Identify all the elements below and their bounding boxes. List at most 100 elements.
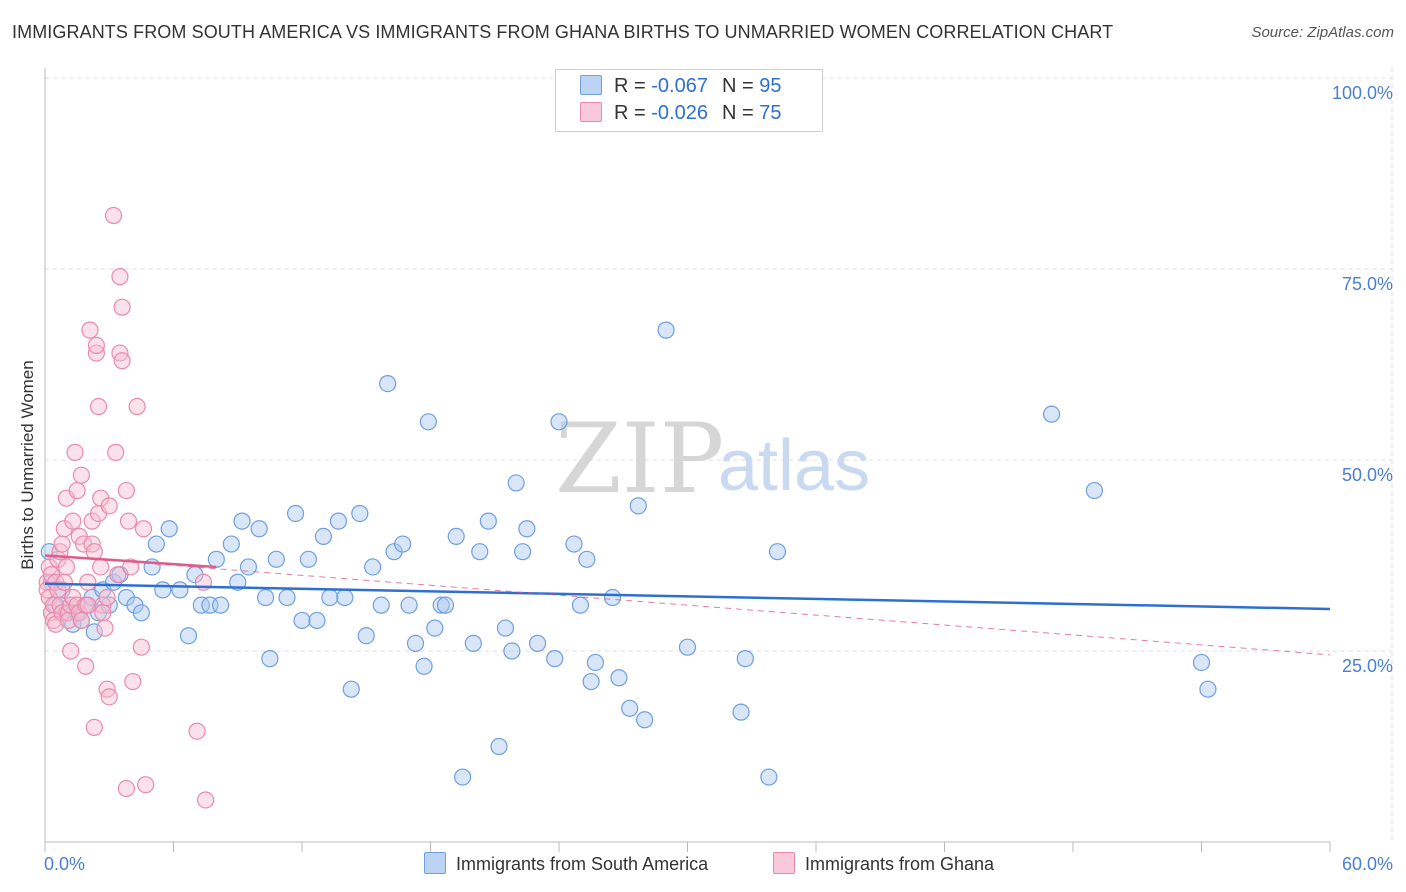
data-point-south-america: [436, 596, 455, 614]
data-point-ghana: [124, 672, 142, 691]
data-point-south-america: [293, 611, 311, 630]
data-point-ghana: [79, 573, 97, 591]
data-point-ghana: [117, 779, 135, 798]
y-axis-label: Births to Unmarried Women: [18, 360, 37, 569]
data-point-south-america: [132, 604, 150, 622]
legend-n-value: 95: [759, 75, 782, 97]
legend-r-label: R =: [614, 102, 646, 124]
data-point-south-america: [394, 535, 412, 553]
data-point-south-america: [768, 543, 787, 561]
data-point-ghana: [122, 558, 140, 576]
tick-labels: 25.0% 50.0% 75.0% 100.0% 0.0% 60.0%: [44, 83, 1393, 874]
data-point-south-america: [732, 703, 750, 721]
data-point-ghana: [89, 397, 108, 416]
data-point-south-america: [678, 638, 697, 656]
data-point-south-america: [507, 474, 525, 492]
data-point-south-america: [278, 588, 296, 607]
watermark-zip: ZIP: [555, 403, 724, 515]
data-point-ghana: [64, 512, 82, 530]
data-point-ghana: [107, 443, 125, 461]
trend-line-ghana: [44, 554, 217, 569]
data-point-south-america: [565, 535, 583, 553]
bottom-legend-swatch-blue: [424, 852, 446, 874]
data-point-south-america: [636, 711, 654, 729]
data-point-ghana: [111, 268, 129, 286]
data-point-south-america: [160, 520, 178, 538]
data-point-south-america: [629, 497, 647, 515]
data-point-south-america: [171, 581, 189, 599]
data-point-south-america: [267, 550, 285, 568]
chart-title: IMMIGRANTS FROM SOUTH AMERICA VS IMMIGRA…: [12, 22, 1114, 42]
legend-row-ghana: R = -0.026 N = 75: [580, 102, 781, 126]
data-point-ghana: [92, 558, 110, 576]
data-point-south-america: [496, 619, 515, 637]
data-point-south-america: [657, 321, 675, 339]
data-point-south-america: [286, 504, 305, 523]
data-point-south-america: [314, 527, 333, 546]
data-point-south-america: [342, 680, 360, 698]
trend-line-south-america: [44, 582, 1331, 611]
data-point-ghana: [66, 443, 84, 461]
data-point-south-america: [154, 581, 172, 599]
y-tick-label: 25.0%: [1342, 656, 1393, 676]
data-point-ghana: [77, 657, 95, 675]
watermark-atlas: atlas: [718, 426, 870, 506]
data-point-south-america: [503, 642, 521, 660]
data-point-south-america: [447, 527, 465, 546]
data-point-ghana: [72, 466, 91, 484]
data-point-south-america: [603, 588, 622, 607]
bottom-legend-swatch-pink: [773, 852, 795, 874]
data-point-south-america: [233, 512, 251, 530]
data-point-south-america: [321, 588, 339, 607]
data-point-ghana: [109, 565, 127, 584]
data-point-ghana: [119, 512, 138, 530]
data-point-ghana: [53, 535, 71, 553]
data-point-south-america: [513, 543, 532, 561]
data-point-south-america: [454, 768, 472, 786]
bottom-legend-south-america: Immigrants from South America: [424, 852, 708, 878]
y-tick-label: 50.0%: [1342, 465, 1393, 485]
legend-swatch-pink: [580, 102, 602, 122]
data-point-south-america: [1085, 481, 1104, 500]
data-point-south-america: [85, 623, 103, 641]
legend-n-value: 75: [759, 102, 782, 124]
legend-n-label: N =: [721, 102, 754, 124]
data-point-south-america: [179, 627, 198, 645]
x-tick-label: 0.0%: [44, 854, 85, 874]
grid: [45, 68, 1393, 842]
data-point-south-america: [222, 535, 240, 553]
data-point-ghana: [132, 638, 150, 656]
data-point-south-america: [357, 627, 375, 645]
data-point-south-america: [582, 672, 600, 691]
data-point-ghana: [197, 791, 215, 809]
legend-swatch-blue: [580, 75, 602, 95]
bottom-legend-ghana: Immigrants from Ghana: [773, 852, 994, 878]
data-point-south-america: [490, 737, 508, 756]
data-point-south-america: [528, 634, 547, 652]
data-point-south-america: [578, 550, 596, 568]
data-point-ghana: [188, 722, 206, 740]
data-point-south-america: [299, 550, 318, 568]
data-point-south-america: [1042, 405, 1061, 423]
data-point-ghana: [100, 497, 118, 515]
source-label: Source: ZipAtlas.com: [1251, 24, 1394, 41]
trend-lines: [44, 554, 1331, 656]
data-point-south-america: [479, 512, 497, 530]
trend-line-ghana-extended: [44, 555, 1331, 656]
data-point-ghana: [94, 604, 112, 622]
data-point-ghana: [113, 352, 131, 370]
data-point-south-america: [415, 657, 433, 675]
data-point-south-america: [1192, 653, 1211, 672]
bottom-legend-label: Immigrants from Ghana: [805, 854, 995, 874]
data-point-ghana: [113, 298, 131, 316]
data-point-ghana: [62, 642, 80, 660]
data-point-south-america: [250, 520, 268, 538]
x-tick-label: 60.0%: [1342, 854, 1393, 874]
data-point-ghana: [87, 336, 106, 354]
series-south-america: [40, 321, 1217, 786]
series-ghana: [38, 206, 215, 809]
data-point-south-america: [336, 588, 354, 607]
legend-r-value: -0.026: [651, 102, 708, 124]
data-point-ghana: [57, 558, 76, 576]
